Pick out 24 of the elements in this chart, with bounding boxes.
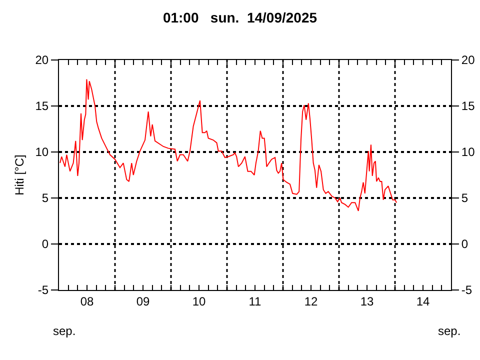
- y2-tick-label: 5: [461, 191, 468, 206]
- y-tick-label: 5: [42, 191, 49, 206]
- text: sep.: [438, 324, 461, 338]
- y2-tick-label: 10: [461, 145, 476, 160]
- y-tick-label: 10: [35, 145, 49, 160]
- x-tick-label: 10: [192, 294, 206, 308]
- chart-title: 01:00 sun. 14/09/2025: [162, 9, 318, 26]
- y-tick-label: -5: [38, 283, 49, 298]
- x-tick-label: 08: [80, 294, 94, 308]
- x-tick-label: 14: [416, 294, 430, 308]
- y2-tick-label: 20: [461, 53, 476, 68]
- y-tick-label: 15: [35, 99, 49, 114]
- y2-tick-label: -5: [461, 283, 472, 298]
- x-tick-label: 12: [304, 294, 318, 308]
- x-tick-label: 11: [248, 294, 262, 308]
- text: sep.: [53, 324, 76, 338]
- y-tick-label: 0: [42, 237, 49, 252]
- line-series: [60, 78, 398, 212]
- y2-tick-label: 0: [461, 237, 468, 252]
- x-tick-label: 13: [360, 294, 374, 308]
- y-axis-title: Hiti [°C]: [12, 154, 27, 196]
- y-tick-label: 20: [35, 53, 49, 68]
- x-tick-label: 09: [136, 294, 150, 308]
- y2-tick-label: 15: [461, 99, 476, 114]
